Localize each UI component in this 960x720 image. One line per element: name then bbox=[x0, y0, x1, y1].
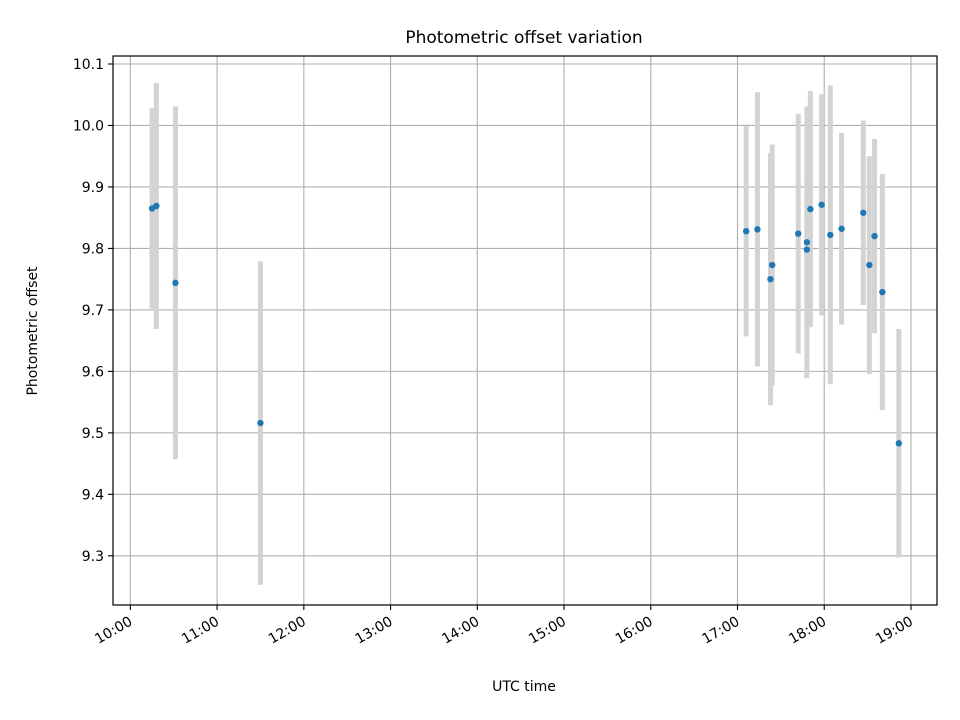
data-point bbox=[871, 232, 878, 240]
y-axis-label: Photometric offset bbox=[25, 266, 41, 396]
x-axis-label: UTC time bbox=[492, 679, 556, 695]
grid bbox=[113, 56, 937, 605]
data-point bbox=[767, 275, 774, 283]
data-point bbox=[866, 261, 873, 269]
y-tick-label: 9.6 bbox=[82, 364, 104, 380]
data-point bbox=[795, 230, 802, 237]
data-point bbox=[172, 279, 179, 287]
data-point bbox=[803, 239, 811, 246]
y-axis-ticks: 9.3 9.4 9.5 9.6 9.7 9.8 9.9 10.0 10.1 bbox=[73, 57, 113, 565]
y-tick-label: 10.0 bbox=[73, 118, 104, 134]
y-tick-label: 9.9 bbox=[82, 180, 104, 196]
data-point bbox=[803, 246, 811, 253]
plot-area-frame bbox=[112, 55, 938, 606]
y-tick-label: 9.8 bbox=[82, 241, 104, 257]
y-tick-label: 9.4 bbox=[82, 487, 104, 503]
data-point bbox=[807, 205, 814, 213]
data-point bbox=[827, 231, 834, 239]
data-point bbox=[769, 261, 776, 269]
data-point bbox=[153, 202, 160, 210]
data-point bbox=[754, 226, 761, 233]
data-point bbox=[257, 419, 264, 427]
data-point bbox=[838, 225, 845, 232]
y-tick-label: 9.3 bbox=[82, 549, 104, 565]
data-points bbox=[148, 201, 903, 447]
y-tick-label: 9.7 bbox=[82, 303, 104, 319]
data-point bbox=[860, 209, 867, 216]
data-point bbox=[742, 228, 750, 235]
data-point bbox=[895, 440, 903, 447]
data-point bbox=[879, 288, 886, 296]
y-tick-label: 9.5 bbox=[82, 426, 104, 442]
y-tick-label: 10.1 bbox=[73, 57, 104, 73]
data-point bbox=[818, 201, 825, 208]
chart-title: Photometric offset variation bbox=[405, 28, 642, 48]
